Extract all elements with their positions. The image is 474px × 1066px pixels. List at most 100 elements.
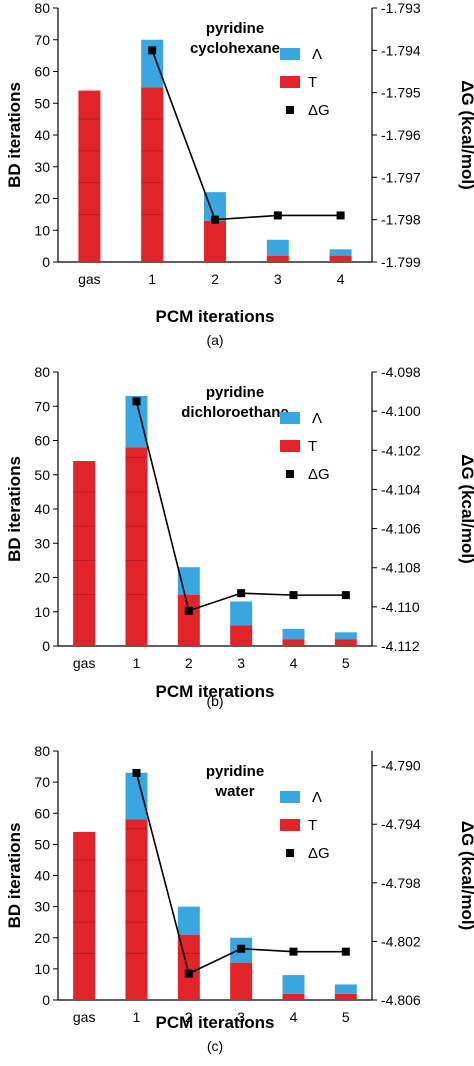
right-tick-label: -4.102 (381, 442, 421, 458)
dg-point (341, 947, 350, 956)
panel-title-line-1: pyridine (206, 763, 264, 780)
legend-label-lambda: Λ (312, 789, 322, 806)
right-tick-label: -1.797 (381, 169, 421, 185)
dg-point (132, 768, 141, 777)
left-tick-label: 0 (42, 638, 50, 654)
left-tick-label: 60 (34, 433, 50, 449)
left-tick-label: 80 (34, 743, 50, 759)
left-tick-label: 70 (34, 398, 50, 414)
x-axis-title: PCM iterations (155, 682, 274, 701)
legend-swatch-dg (286, 470, 294, 478)
bar-lambda (334, 984, 357, 994)
x-tick-label: 1 (148, 271, 156, 287)
left-tick-label: 60 (34, 64, 50, 80)
bar-t (334, 639, 357, 646)
dg-point (184, 606, 193, 615)
left-tick-label: 60 (34, 805, 50, 821)
right-tick-label: -1.796 (381, 127, 421, 143)
bar-t (329, 255, 352, 262)
right-tick-label: -4.106 (381, 521, 421, 537)
dg-point (132, 397, 141, 406)
legend-label-t: T (308, 817, 317, 834)
x-axis-title: PCM iterations (155, 307, 274, 326)
bar-lambda (230, 601, 253, 626)
right-tick-label: -4.104 (381, 481, 421, 497)
bar-t (177, 594, 200, 646)
left-tick-label: 80 (34, 364, 50, 380)
dg-line (151, 50, 341, 221)
dg-point (237, 944, 246, 953)
right-tick-label: -1.798 (381, 212, 421, 228)
legend-swatch-lambda (280, 412, 300, 424)
bar-t (230, 962, 253, 1000)
right-tick-label: -4.108 (381, 560, 421, 576)
dg-point (289, 591, 298, 600)
left-tick-label: 30 (34, 899, 50, 915)
panel-title-line-2: water (214, 783, 254, 800)
legend-swatch-lambda (280, 791, 300, 803)
bar-lambda (177, 906, 200, 935)
dg-point (289, 947, 298, 956)
legend-label-dg: ΔG (308, 845, 330, 862)
x-tick-label: 1 (133, 655, 141, 671)
left-tick-label: 80 (34, 0, 50, 16)
legend-swatch-dg (286, 106, 294, 114)
legend-label-dg: ΔG (308, 466, 330, 483)
chart-panel-0: 0 10 20 30 40 50 60 70 80 -1.799 -1.798 -1.797 -1.79… (5, 0, 474, 348)
bar-t (78, 90, 101, 262)
right-tick-label: -4.802 (381, 933, 421, 949)
x-tick-label: gas (73, 655, 96, 671)
panel-caption: (c) (207, 1038, 223, 1054)
x-tick-label: 3 (274, 271, 282, 287)
left-tick-label: 30 (34, 159, 50, 175)
right-tick-label: -4.110 (381, 599, 420, 615)
panel-title-line-1: pyridine (206, 384, 264, 401)
legend-swatch-lambda (280, 48, 300, 60)
bar-t (282, 993, 305, 1000)
x-tick-label: 2 (185, 1009, 193, 1025)
panel-title-line-2: dichloroethane (181, 404, 289, 421)
left-tick-label: 70 (34, 32, 50, 48)
dg-point (336, 211, 345, 220)
right-tick-label: -4.098 (381, 364, 421, 380)
x-tick-label: 4 (290, 1009, 298, 1025)
x-axis-title: PCM iterations (155, 1013, 274, 1032)
y2-axis-title: ΔG (kcal/mol) (458, 821, 474, 931)
dg-point (148, 46, 157, 55)
bar-t (73, 831, 96, 1000)
chart-panel-2: 0 10 20 30 40 50 60 70 80 -4.806 -4.802 -4.798 -4.79… (5, 743, 474, 1054)
x-tick-label: gas (73, 1009, 96, 1025)
y-axis-title: BD iterations (5, 82, 24, 188)
bar-lambda (282, 628, 305, 640)
left-tick-label: 40 (34, 868, 50, 884)
left-tick-label: 50 (34, 467, 50, 483)
legend-swatch-dg (286, 849, 294, 857)
left-tick-label: 20 (34, 570, 50, 586)
bar-t (125, 447, 148, 646)
bar-t (282, 639, 305, 646)
left-tick-label: 50 (34, 836, 50, 852)
x-tick-label: 4 (290, 655, 298, 671)
bar-lambda (141, 39, 164, 88)
bar-lambda (334, 632, 357, 640)
x-tick-label: 3 (237, 1009, 245, 1025)
legend-swatch-t (280, 440, 300, 452)
y2-axis-title: ΔG (kcal/mol) (458, 80, 474, 190)
right-tick-label: -1.794 (381, 42, 421, 58)
bar-t (141, 87, 164, 262)
right-tick-label: -4.790 (381, 758, 421, 774)
left-tick-label: 70 (34, 774, 50, 790)
bar-t (334, 993, 357, 1000)
right-tick-label: -4.112 (381, 638, 420, 654)
legend-label-dg: ΔG (308, 102, 330, 119)
y-axis-title: BD iterations (5, 456, 24, 562)
bar-lambda (266, 239, 289, 256)
bar-lambda (204, 192, 226, 221)
left-tick-label: 10 (34, 961, 50, 977)
legend-swatch-t (280, 819, 300, 831)
left-tick-label: 20 (34, 191, 50, 207)
left-tick-label: 40 (34, 501, 50, 517)
panel-caption: (b) (206, 693, 223, 709)
x-tick-label: 3 (237, 655, 245, 671)
left-tick-label: 30 (34, 535, 50, 551)
